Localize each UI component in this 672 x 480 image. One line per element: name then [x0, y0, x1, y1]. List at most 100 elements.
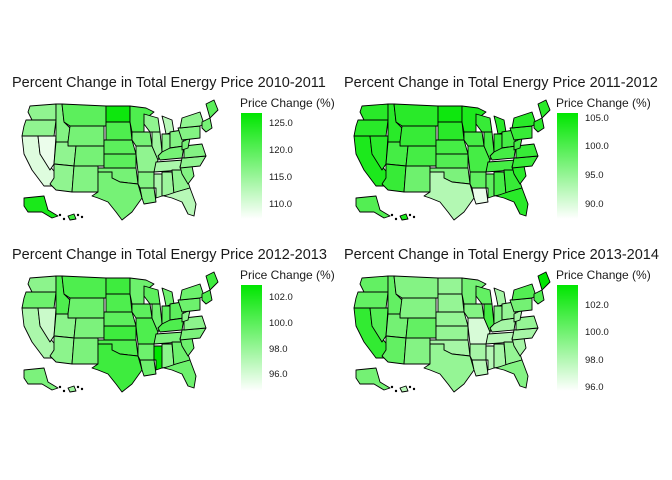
legend-tick [263, 123, 267, 125]
state-ne-us [533, 289, 545, 305]
map-panel-2012-2013: Percent Change in Total Energy Price 201… [12, 246, 348, 416]
state-nd [437, 105, 463, 123]
legend-tick [263, 323, 267, 325]
legend-color-bar [241, 113, 262, 219]
island-marker [412, 215, 416, 219]
island-marker [412, 387, 416, 391]
state-me [205, 271, 219, 291]
us-choropleth-map [21, 99, 219, 221]
state-wi [143, 285, 161, 305]
state-co [73, 145, 105, 167]
island-marker [62, 217, 66, 221]
legend-tick-label: 90.0 [585, 198, 604, 210]
legend-tick-label: 120.0 [269, 145, 293, 157]
legend-tick [579, 204, 583, 206]
state-me [537, 271, 551, 291]
island-marker [58, 385, 62, 389]
state-tx [423, 343, 475, 393]
legend-tick [579, 305, 583, 307]
island-marker [62, 389, 66, 393]
state-nm [71, 165, 99, 193]
state-la [471, 359, 489, 377]
us-choropleth-map [21, 271, 219, 393]
us-choropleth-map [353, 271, 551, 393]
state-ia [463, 131, 485, 147]
state-mn [129, 105, 155, 133]
state-ny [511, 111, 537, 129]
state-ny [179, 283, 205, 301]
legend-tick-label: 96.0 [585, 382, 604, 394]
state-ne [103, 311, 137, 327]
state-ks [103, 153, 137, 169]
state-ia [463, 303, 485, 319]
state-ne [435, 311, 469, 327]
state-mt [61, 275, 107, 299]
island-marker [394, 389, 398, 393]
state-nd [105, 277, 131, 295]
state-va [183, 315, 207, 331]
panel-title: Percent Change in Total Energy Price 201… [12, 75, 326, 91]
state-mn [129, 277, 155, 305]
island-marker [76, 385, 80, 389]
island-marker [394, 217, 398, 221]
map-panel-2013-2014: Percent Change in Total Energy Price 201… [344, 246, 672, 416]
state-ks [103, 325, 137, 341]
color-legend: Price Change (%) 105.0 100.0 95.0 90.0 [556, 96, 666, 236]
legend-tick-label: 125.0 [269, 117, 293, 129]
state-la [139, 187, 157, 205]
legend-tick-label: 115.0 [269, 172, 293, 184]
state-nm [71, 337, 99, 365]
state-ne-us [201, 289, 213, 305]
legend-title: Price Change (%) [556, 96, 651, 110]
state-or [353, 291, 389, 309]
state-hi [67, 213, 77, 221]
state-ak [355, 195, 391, 219]
island-marker [58, 213, 62, 217]
legend-color-bar [241, 285, 262, 391]
state-nv [37, 307, 57, 343]
state-ar [137, 171, 155, 189]
state-co [405, 145, 437, 167]
state-me [537, 99, 551, 119]
state-mn [461, 277, 487, 305]
legend-tick [263, 178, 267, 180]
state-ut [53, 313, 77, 339]
state-nm [403, 337, 431, 365]
state-az [49, 163, 75, 193]
state-wa [359, 275, 389, 293]
legend-tick [263, 349, 267, 351]
state-wi [475, 285, 493, 305]
panel-title: Percent Change in Total Energy Price 201… [12, 247, 327, 263]
state-me [205, 99, 219, 119]
legend-tick [579, 388, 583, 390]
state-fl [495, 187, 529, 217]
legend-title: Price Change (%) [240, 96, 335, 110]
state-fl [163, 187, 197, 217]
state-ut [385, 313, 409, 339]
state-az [49, 335, 75, 365]
state-hi [67, 385, 77, 393]
state-ut [385, 141, 409, 167]
state-mn [461, 105, 487, 133]
legend-tick [263, 297, 267, 299]
legend-color-bar [557, 285, 578, 391]
state-nd [437, 277, 463, 295]
legend-tick [579, 333, 583, 335]
legend-tick [579, 360, 583, 362]
state-tx [91, 171, 143, 221]
us-choropleth-map [353, 99, 551, 221]
state-nv [369, 307, 389, 343]
color-legend: Price Change (%) 102.0 100.0 98.0 96.0 [240, 268, 350, 408]
legend-tick [579, 147, 583, 149]
state-mt [393, 103, 439, 127]
legend-tick-label: 100.0 [585, 141, 609, 153]
state-ut [53, 141, 77, 167]
island-marker [408, 213, 412, 217]
state-nv [37, 135, 57, 171]
state-ne-us [533, 117, 545, 133]
legend-tick [263, 151, 267, 153]
legend-tick [263, 375, 267, 377]
state-sd [437, 293, 465, 313]
state-ne [103, 139, 137, 155]
state-wi [143, 113, 161, 133]
